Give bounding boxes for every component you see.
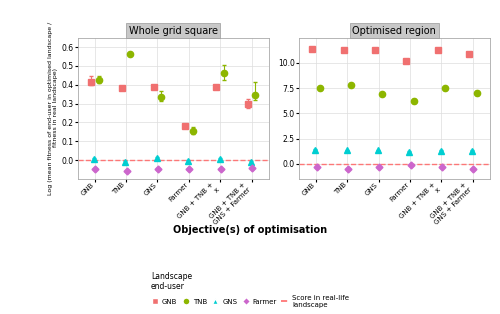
Legend: GNB, TNB, GNS, Farmer, Score in real-life
landscape: GNB, TNB, GNS, Farmer, Score in real-lif… — [148, 269, 352, 311]
Title: Optimised region: Optimised region — [352, 25, 436, 35]
Text: Objective(s) of optimisation: Objective(s) of optimisation — [173, 225, 327, 235]
Title: Whole grid square: Whole grid square — [128, 25, 218, 35]
Y-axis label: Log (mean fitness of end-user in optimised landscape /
 fitness in real landscap: Log (mean fitness of end-user in optimis… — [48, 22, 58, 195]
